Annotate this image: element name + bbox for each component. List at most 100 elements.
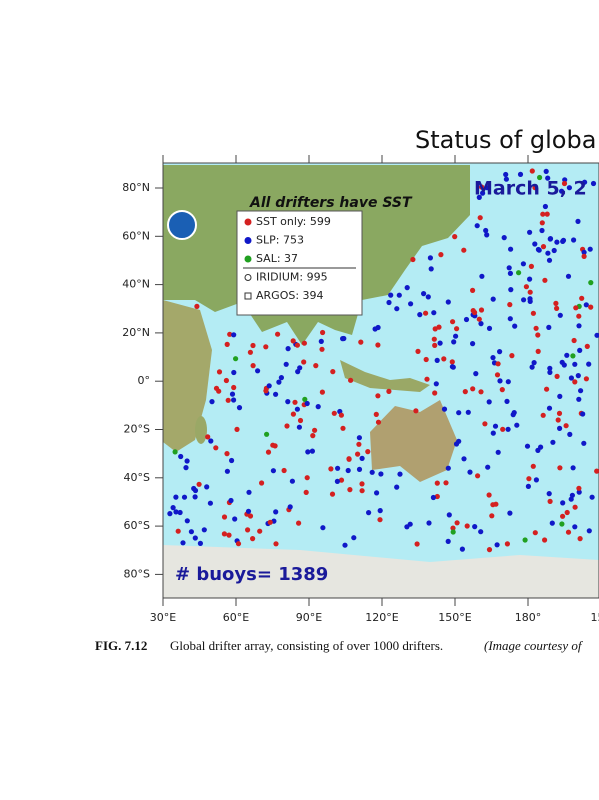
buoy-count: # buoys= 1389 bbox=[175, 564, 328, 585]
drifter-dot bbox=[224, 341, 230, 347]
drifter-dot bbox=[228, 497, 234, 504]
drifter-dot bbox=[542, 203, 549, 210]
drifter-dot bbox=[296, 520, 302, 526]
drifter-dot bbox=[576, 323, 582, 329]
caption-label: FIG. 7.12 bbox=[95, 638, 147, 653]
drifter-dot bbox=[532, 530, 538, 536]
drifter-dot bbox=[503, 176, 509, 182]
drifter-dot bbox=[559, 188, 565, 194]
drifter-dot bbox=[188, 529, 194, 535]
legend-symbol bbox=[244, 237, 252, 244]
drifter-dot bbox=[477, 215, 483, 221]
lat-label: 40°S bbox=[124, 471, 150, 484]
drifter-dot bbox=[576, 313, 582, 319]
drifter-dot bbox=[191, 485, 197, 492]
legend-label: SLP: 753 bbox=[256, 234, 304, 247]
drifter-dot bbox=[490, 430, 496, 436]
drifter-dot bbox=[319, 346, 325, 352]
drifter-dot bbox=[543, 168, 549, 174]
drifter-dot bbox=[359, 488, 365, 494]
drifter-dot bbox=[509, 353, 515, 359]
drifter-dot bbox=[369, 469, 375, 475]
drifter-dot bbox=[259, 480, 265, 486]
drifter-dot bbox=[421, 291, 427, 297]
drifter-dot bbox=[559, 521, 565, 527]
drifter-dot bbox=[568, 375, 575, 381]
drifter-dot bbox=[365, 449, 371, 455]
drifter-dot bbox=[547, 365, 553, 371]
drifter-dot bbox=[484, 185, 490, 191]
lon-label: 150°E bbox=[438, 611, 471, 624]
drifter-dot bbox=[276, 379, 282, 385]
drifter-dot bbox=[377, 517, 383, 523]
drifter-dot bbox=[590, 180, 597, 187]
drifter-dot bbox=[504, 541, 510, 547]
drifter-dot bbox=[507, 316, 513, 322]
date: March 5, 2 bbox=[474, 178, 587, 200]
lon-label: 180° bbox=[515, 611, 542, 624]
drifter-dot bbox=[517, 171, 524, 177]
drifter-dot bbox=[441, 406, 448, 412]
drifter-dot bbox=[445, 465, 451, 471]
drifter-dot bbox=[273, 541, 279, 547]
drifter-dot bbox=[201, 527, 207, 533]
drifter-dot bbox=[192, 535, 198, 541]
legend-label: SST only: 599 bbox=[256, 215, 331, 228]
drifter-dot bbox=[461, 247, 467, 253]
lon-label: 30°E bbox=[150, 611, 176, 624]
drifter-dot bbox=[540, 211, 546, 217]
drifter-dot bbox=[495, 449, 501, 455]
axes: 80°N 60°N 40°N 20°N 0° 20°S 40°S 60°S 80°S 30°E 60… bbox=[122, 155, 599, 624]
drifter-dot bbox=[404, 285, 410, 291]
drifter-dot bbox=[330, 369, 336, 375]
drifter-dot bbox=[273, 391, 279, 397]
drifter-dot bbox=[231, 397, 237, 403]
drifter-dot bbox=[549, 520, 555, 526]
drifter-dot bbox=[328, 466, 334, 472]
drifter-dot bbox=[229, 391, 236, 397]
note: All drifters have SST bbox=[249, 195, 413, 211]
drifter-dot bbox=[451, 339, 457, 345]
drifter-dot bbox=[573, 305, 579, 311]
drifter-dot bbox=[320, 329, 326, 336]
drifter-dot bbox=[341, 335, 347, 342]
drifter-dot bbox=[527, 296, 533, 302]
drifters bbox=[167, 168, 599, 553]
land bbox=[370, 400, 457, 482]
lon-label: 120°E bbox=[365, 611, 398, 624]
drifter-dot bbox=[407, 521, 413, 527]
drifter-dot bbox=[263, 388, 269, 394]
drifter-dot bbox=[578, 388, 584, 394]
drifter-dot bbox=[245, 527, 251, 533]
drifter-dot bbox=[527, 229, 533, 235]
drifter-dot bbox=[581, 253, 587, 259]
drifter-dot bbox=[227, 331, 233, 337]
drifter-dot bbox=[358, 339, 364, 345]
drifter-dot bbox=[427, 255, 433, 261]
drifter-dot bbox=[266, 383, 272, 389]
drifter-dot bbox=[443, 480, 449, 486]
drifter-dot bbox=[297, 417, 304, 424]
drifter-dot bbox=[523, 284, 530, 290]
drifter-dot bbox=[547, 369, 553, 375]
drifter-dot bbox=[438, 252, 444, 258]
caption-credit: (Image courtesy of bbox=[484, 638, 584, 653]
drifter-dot bbox=[445, 538, 451, 545]
drifter-dot bbox=[553, 300, 559, 306]
drifter-dot bbox=[587, 246, 593, 252]
drifter-dot bbox=[432, 390, 438, 396]
drifter-dot bbox=[373, 411, 379, 417]
drifter-dot bbox=[544, 386, 550, 392]
drifter-dot bbox=[486, 547, 493, 553]
drifter-dot bbox=[516, 270, 522, 276]
drifter-dot bbox=[431, 310, 437, 316]
drifter-dot bbox=[329, 491, 336, 497]
drifter-dot bbox=[437, 340, 443, 346]
legend-label: IRIDIUM: 995 bbox=[256, 271, 328, 284]
drifter-dot bbox=[497, 349, 503, 355]
drifter-dot bbox=[581, 440, 587, 446]
drifter-dot bbox=[483, 227, 489, 234]
drifter-dot bbox=[245, 508, 252, 514]
drifter-dot bbox=[478, 307, 485, 313]
